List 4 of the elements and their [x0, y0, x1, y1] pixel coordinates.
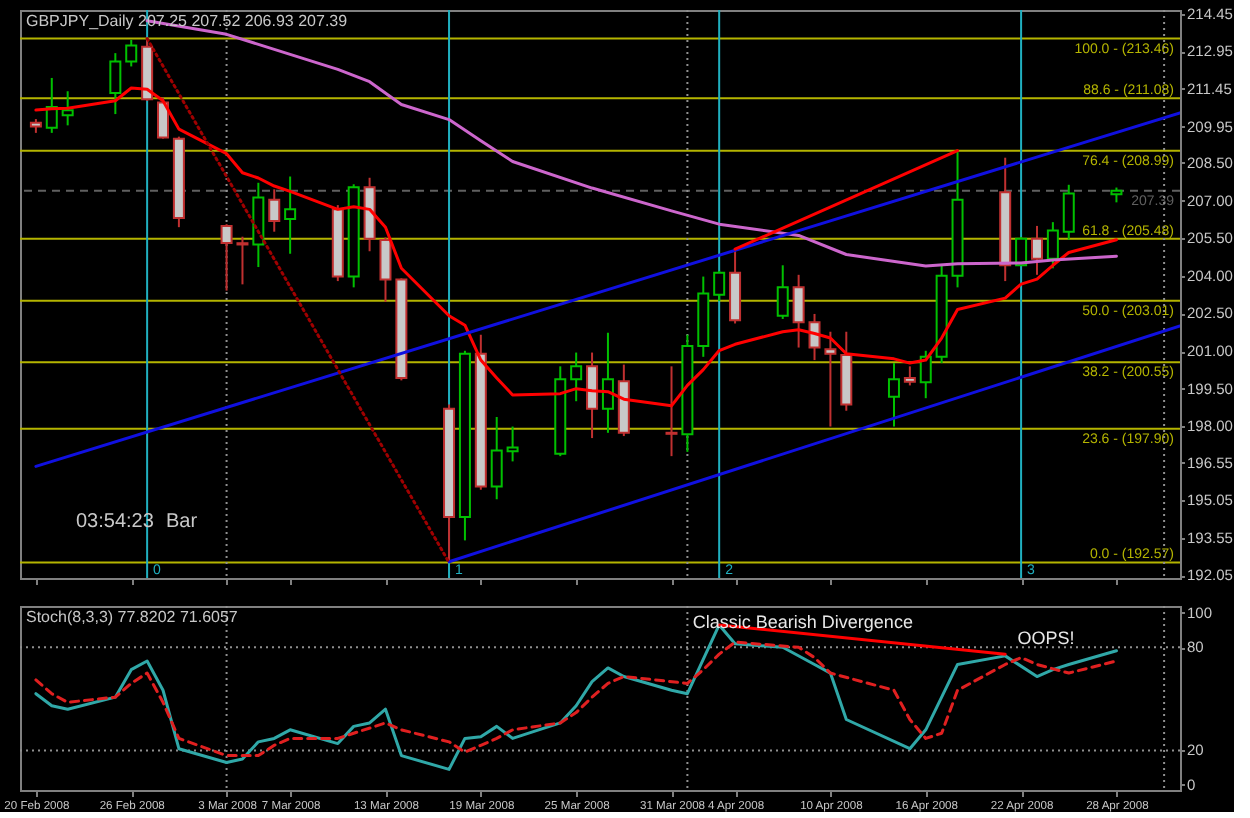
- annotation: OOPS!: [1017, 628, 1075, 648]
- annotation: Bar: [166, 511, 199, 534]
- annotation: Classic Bearish Divergence: [692, 612, 913, 632]
- chart-title: Stoch(8,3,3) 77.8202 71.6057: [26, 608, 239, 626]
